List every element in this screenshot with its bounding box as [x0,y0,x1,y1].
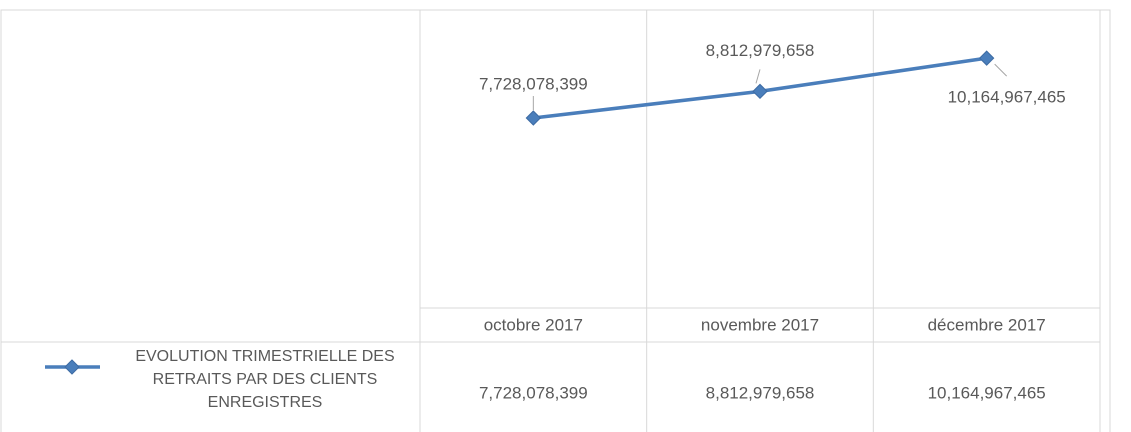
data-point [525,110,542,126]
legend: EVOLUTION TRIMESTRIELLE DES RETRAITS PAR… [135,348,395,411]
legend-label: EVOLUTION TRIMESTRIELLE DES RETRAITS PAR… [135,348,395,411]
leader-line [994,63,1008,77]
data-point [752,83,768,100]
x-tick-label: octobre 2017 [484,315,583,334]
table-value: 10,164,967,465 [928,383,1046,402]
table-value: 8,812,979,658 [706,383,815,402]
table-value: 7,728,078,399 [479,383,588,402]
data-label: 8,812,979,658 [706,41,815,60]
data-label: 10,164,967,465 [948,88,1066,107]
x-tick-label: novembre 2017 [701,315,819,334]
leader-line [755,69,761,84]
x-tick-label: décembre 2017 [928,315,1046,334]
chart-border [0,9,1111,432]
data-label: 7,728,078,399 [479,75,588,94]
legend-marker [64,359,80,375]
data-point [978,50,995,66]
